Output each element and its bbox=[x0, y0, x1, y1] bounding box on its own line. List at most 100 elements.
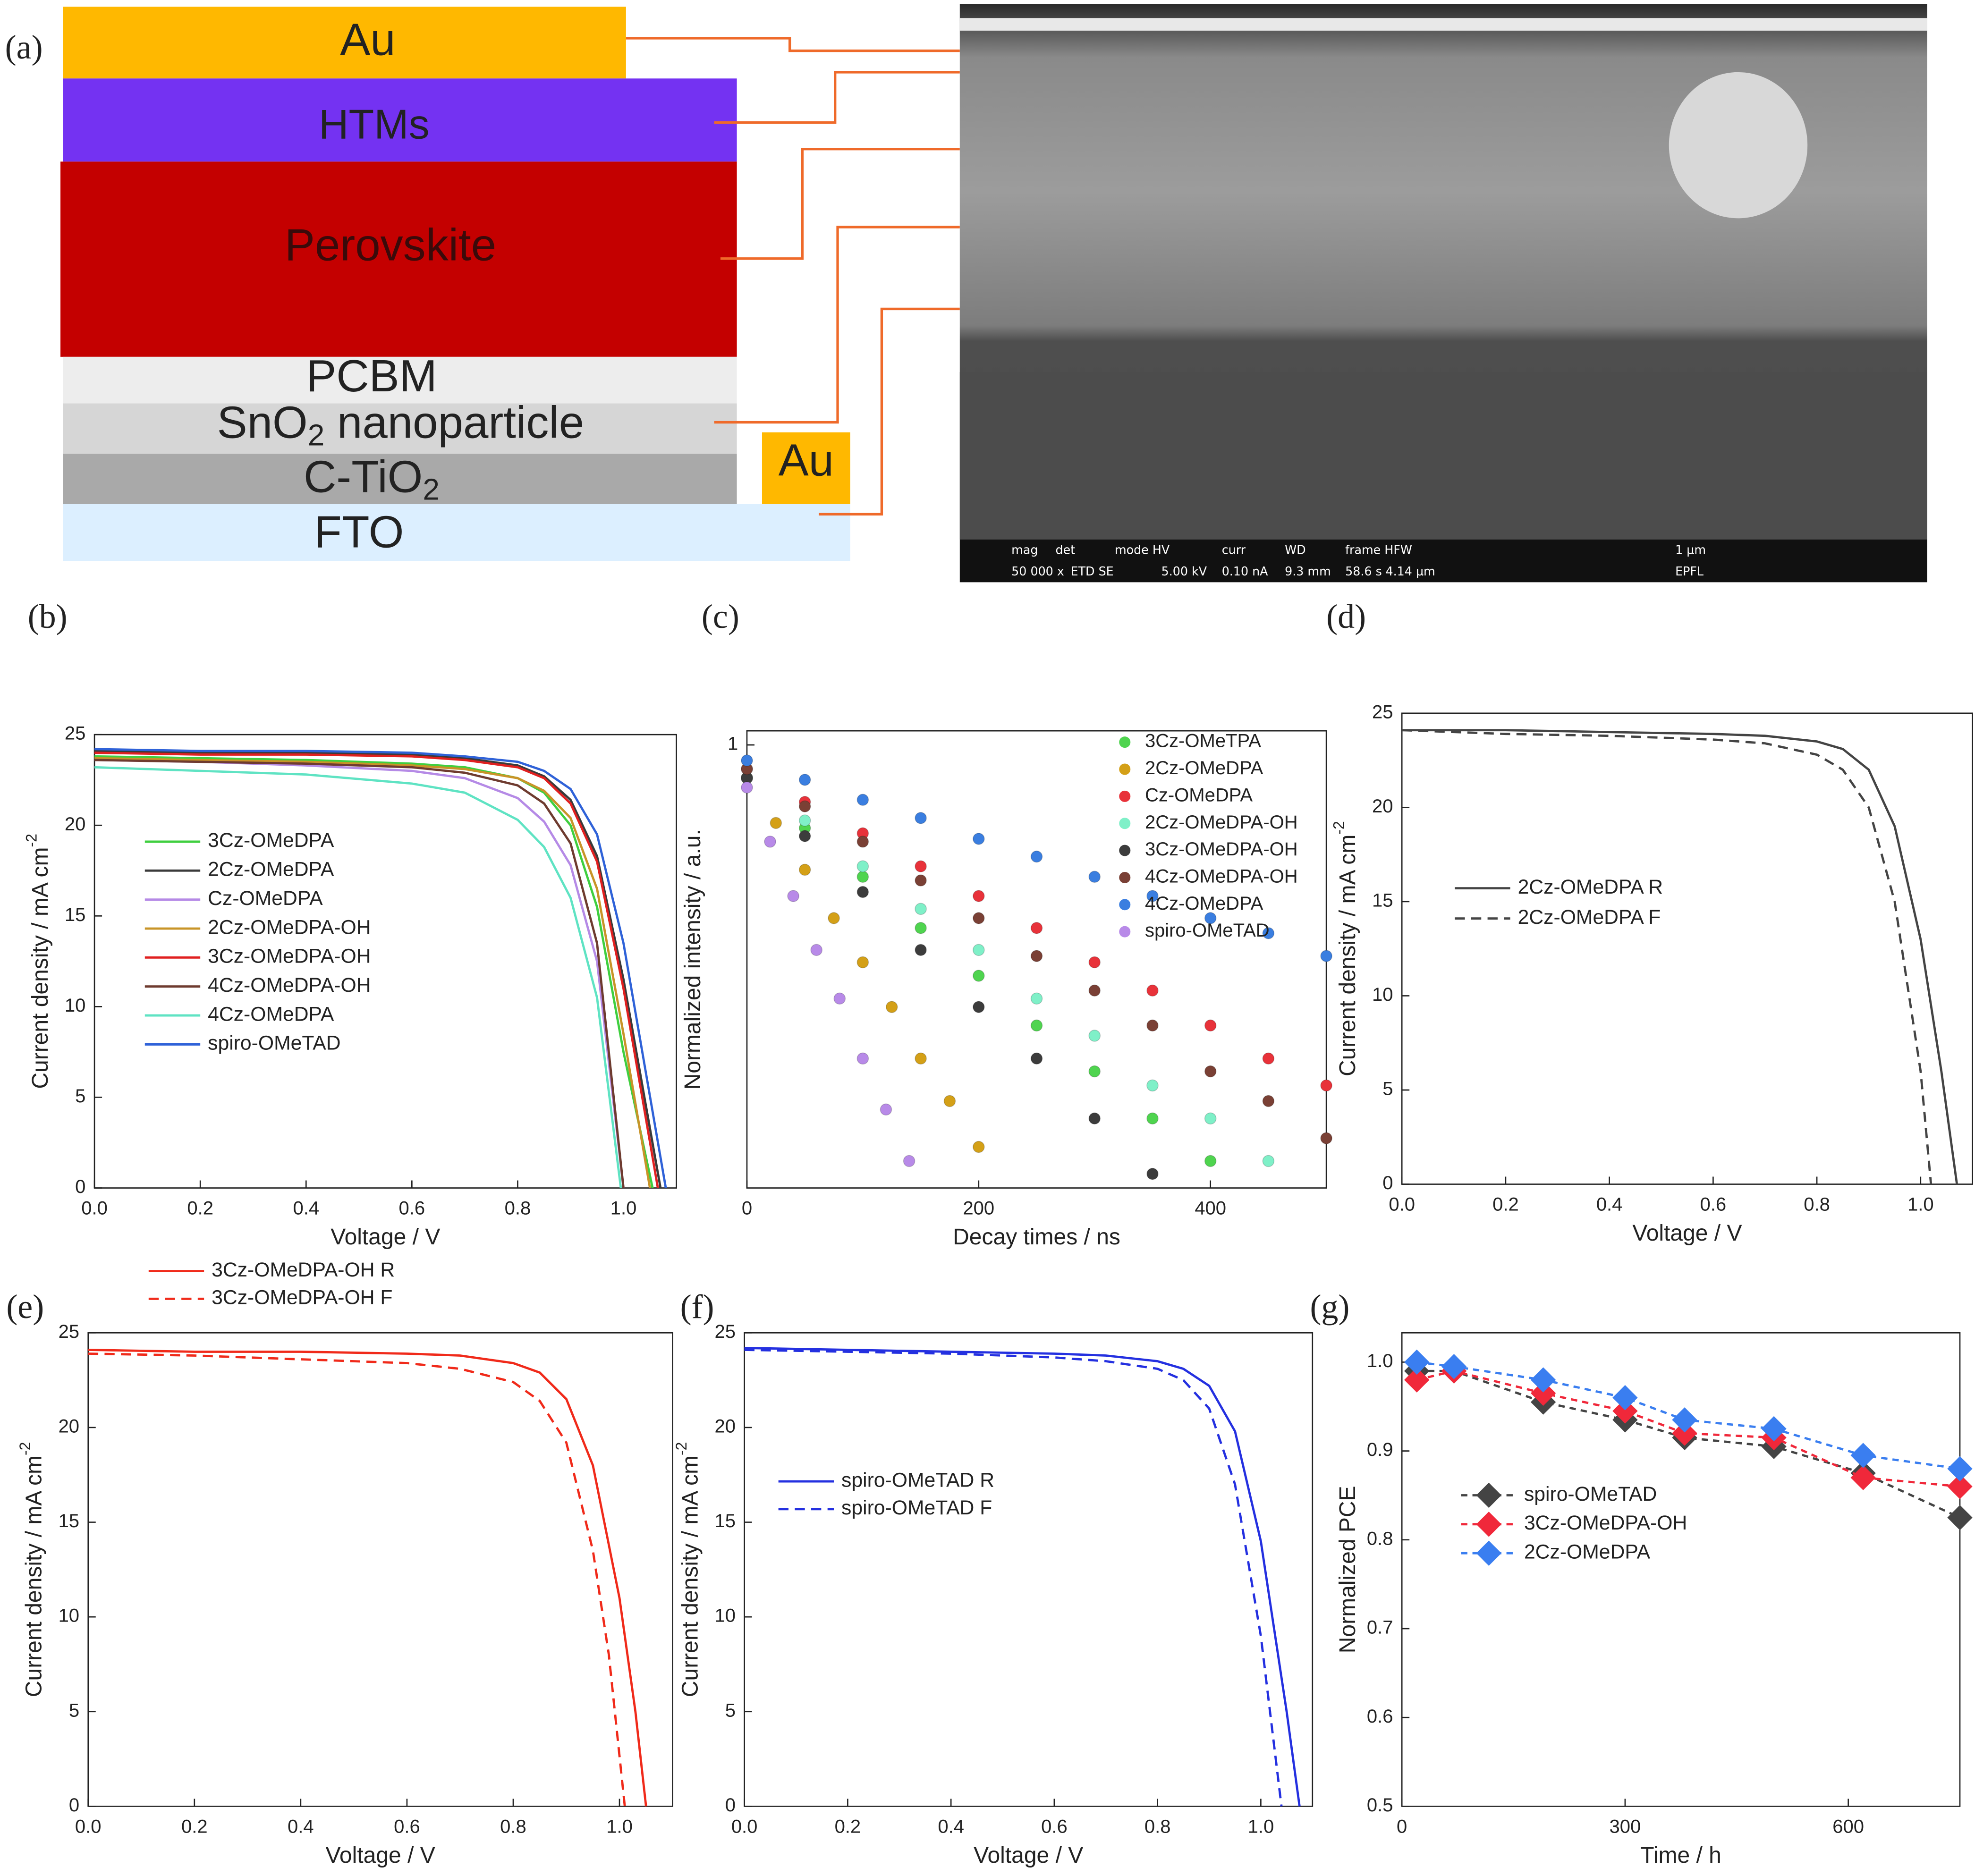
chart: (f) 0.0 0.2 0.4 0.6 0.8 1.0 0 5 10 15 20 25 Voltage /… bbox=[673, 1288, 1314, 1868]
series-line bbox=[1402, 729, 1958, 1184]
label-part: nanoparticle bbox=[324, 397, 584, 448]
legend-marker bbox=[1119, 845, 1131, 856]
y-tick-label: 5 bbox=[75, 1086, 85, 1107]
x-tick-label: 0.6 bbox=[1700, 1194, 1727, 1215]
legend-label: 4Cz-OMeDPA-OH bbox=[1145, 866, 1298, 887]
legend-marker bbox=[1476, 1512, 1501, 1537]
point bbox=[1204, 1112, 1217, 1125]
sem-info-text: det bbox=[1056, 543, 1076, 557]
legend-marker bbox=[1476, 1540, 1501, 1566]
x-axis-label: Time / h bbox=[1640, 1843, 1721, 1868]
legend-label: spiro-OMeTAD bbox=[208, 1032, 340, 1055]
x-tick-label: 0.8 bbox=[500, 1816, 526, 1837]
layer bbox=[63, 7, 626, 79]
connector bbox=[626, 37, 960, 52]
point bbox=[1262, 1052, 1275, 1065]
x-tick-label: 0.2 bbox=[1492, 1194, 1519, 1215]
x-tick-label: 0.6 bbox=[399, 1198, 425, 1218]
y-tick-label: 20 bbox=[1372, 796, 1393, 817]
point bbox=[856, 1052, 869, 1065]
layer-label: Au bbox=[340, 15, 395, 65]
y-tick-label: 1.0 bbox=[1367, 1351, 1393, 1371]
point bbox=[1146, 984, 1159, 997]
y-tick-label: 0.7 bbox=[1367, 1617, 1393, 1638]
y-tick-label: 10 bbox=[714, 1606, 736, 1626]
connector bbox=[720, 147, 960, 260]
point bbox=[1088, 1030, 1101, 1042]
connector bbox=[714, 226, 960, 424]
marker bbox=[1947, 1456, 1973, 1481]
layer bbox=[63, 78, 737, 162]
point bbox=[973, 890, 985, 902]
point bbox=[1030, 992, 1043, 1005]
point bbox=[1030, 1019, 1043, 1032]
x-tick-label: 0.0 bbox=[731, 1816, 758, 1837]
legend-label: 3Cz-OMeDPA-OH bbox=[208, 945, 371, 968]
point bbox=[1146, 1167, 1159, 1180]
legend-marker bbox=[1119, 736, 1131, 748]
y-tick-label: 5 bbox=[69, 1700, 79, 1721]
point bbox=[1146, 890, 1159, 902]
legend-label: 2Cz-OMeDPA R bbox=[1518, 876, 1663, 898]
panel-label: (g) bbox=[1310, 1288, 1349, 1326]
layer-label: Au bbox=[779, 435, 834, 486]
point bbox=[1030, 922, 1043, 934]
layer bbox=[63, 454, 737, 504]
series-line bbox=[744, 1347, 1301, 1807]
series-line bbox=[1402, 729, 1933, 1184]
y-tick-label: 20 bbox=[714, 1416, 736, 1437]
x-tick-label: 400 bbox=[1195, 1198, 1226, 1218]
point bbox=[1088, 870, 1101, 883]
y-axis-label-part: Current density / mA cm bbox=[678, 1455, 703, 1697]
legend-label: spiro-OMeTAD F bbox=[841, 1496, 992, 1519]
point bbox=[1262, 1095, 1275, 1107]
chart: (d) 0.0 0.2 0.4 0.6 0.8 1.0 0 5 10 15 20 25 Voltage /… bbox=[1326, 598, 1973, 1246]
label-part: FTO bbox=[314, 507, 404, 558]
y-tick-label: 20 bbox=[59, 1416, 80, 1437]
legend-label: 2Cz-OMeDPA F bbox=[1518, 906, 1661, 929]
x-tick-label: 0.0 bbox=[1389, 1194, 1415, 1215]
y-axis-label-part: Normalized intensity / a.u. bbox=[680, 829, 705, 1090]
plot-frame bbox=[1401, 1332, 1961, 1807]
x-tick-label: 1.0 bbox=[1907, 1194, 1934, 1215]
point bbox=[1146, 1079, 1159, 1092]
point bbox=[1030, 950, 1043, 962]
plot-frame bbox=[87, 1332, 673, 1807]
layer-label: PCBM bbox=[306, 351, 437, 401]
x-tick-label: 300 bbox=[1610, 1816, 1641, 1837]
y-axis-label: Current density / mA cm-2 bbox=[673, 1442, 703, 1698]
sem-info-text: 0.10 nA bbox=[1222, 564, 1268, 578]
layer-label: Perovskite bbox=[285, 220, 496, 270]
label-part: HTMs bbox=[319, 101, 430, 148]
label-part: SnO bbox=[217, 397, 308, 448]
plot-frame bbox=[1401, 712, 1973, 1185]
legend-marker bbox=[1119, 790, 1131, 802]
point bbox=[1262, 927, 1275, 939]
sem-info: mag det mode HV curr WD frame HFW 1 µm 50 000 x… bbox=[1011, 543, 1706, 578]
marker bbox=[1530, 1380, 1556, 1406]
layer bbox=[63, 356, 737, 404]
point bbox=[1204, 1019, 1217, 1032]
x-tick-label: 0 bbox=[1397, 1816, 1407, 1837]
point bbox=[1088, 1065, 1101, 1078]
panel-label: (d) bbox=[1326, 598, 1366, 635]
sem-info-bar bbox=[959, 539, 1927, 583]
sem-info-text: EPFL bbox=[1675, 564, 1704, 578]
point bbox=[828, 912, 840, 924]
point bbox=[973, 944, 985, 956]
connector bbox=[819, 307, 960, 515]
x-tick-label: 0.4 bbox=[938, 1816, 964, 1837]
x-tick-label: 0 bbox=[742, 1198, 752, 1218]
connectors bbox=[626, 37, 960, 515]
point bbox=[1262, 1155, 1275, 1167]
plot-frame bbox=[93, 734, 677, 1189]
y-tick-label: 25 bbox=[1372, 701, 1393, 722]
series-line bbox=[744, 1349, 1283, 1807]
series-line bbox=[94, 752, 659, 1188]
panel-label: (e) bbox=[6, 1288, 44, 1326]
point bbox=[1088, 1112, 1101, 1125]
series-line bbox=[1416, 1369, 1960, 1519]
panel-label: (b) bbox=[28, 598, 68, 635]
x-tick-label: 200 bbox=[963, 1198, 994, 1218]
sem-info-text: 5.00 kV bbox=[1161, 564, 1207, 578]
